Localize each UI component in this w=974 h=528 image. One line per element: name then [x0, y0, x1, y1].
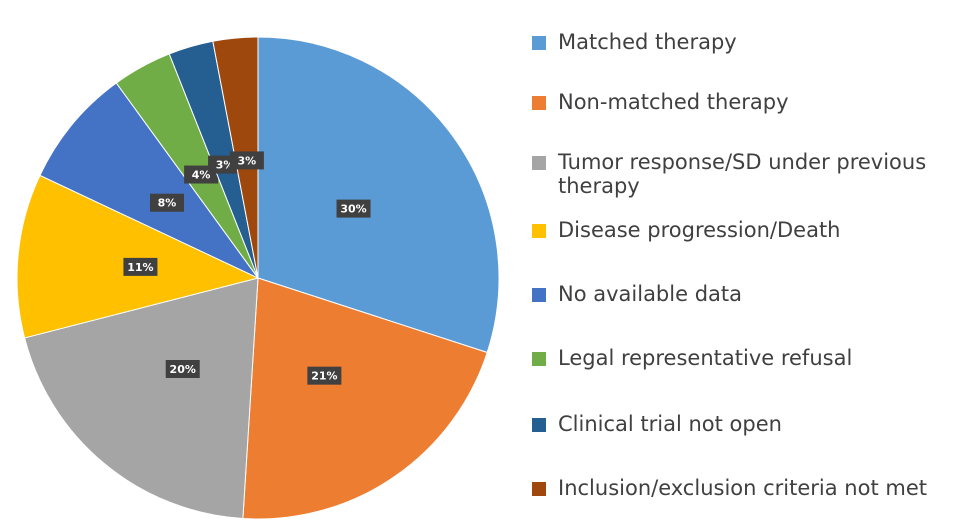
label-box — [165, 359, 200, 378]
legend-item: Tumor response/SD under previous therapy — [532, 150, 972, 198]
legend-item: No available data — [532, 282, 972, 306]
pie-slice — [257, 36, 500, 354]
legend-item: Disease progression/Death — [532, 218, 972, 242]
legend-swatch — [532, 224, 546, 238]
legend-swatch — [532, 96, 546, 110]
legend-swatch — [532, 352, 546, 366]
legend-swatch — [532, 156, 546, 170]
legend-label: Inclusion/exclusion criteria not met — [558, 476, 927, 500]
value-label: 8% — [158, 197, 177, 210]
legend-item: Matched therapy — [532, 30, 972, 54]
pie: 30% 21% 20% 11% 8% 4% 3% 3% — [16, 36, 500, 520]
legend-item: Legal representative refusal — [532, 346, 972, 370]
pie-slice — [23, 277, 259, 520]
legend-label: Non-matched therapy — [558, 90, 789, 114]
pie-slice — [242, 277, 488, 520]
value-label: 3% — [238, 154, 257, 167]
value-label: 3% — [216, 159, 235, 172]
pie-slice — [39, 82, 259, 279]
legend-swatch — [532, 288, 546, 302]
pie-slice — [16, 174, 260, 339]
value-label: 21% — [311, 370, 337, 383]
label-box — [336, 199, 371, 218]
value-label: 20% — [170, 363, 196, 376]
legend-swatch — [532, 482, 546, 496]
value-label: 30% — [340, 203, 366, 216]
legend-label: Matched therapy — [558, 30, 737, 54]
value-label: 11% — [127, 261, 153, 274]
legend-item: Clinical trial not open — [532, 412, 972, 436]
legend-label: Clinical trial not open — [558, 412, 782, 436]
legend-item: Inclusion/exclusion criteria not met — [532, 476, 972, 500]
value-label: 4% — [192, 169, 211, 182]
legend-label: No available data — [558, 282, 742, 306]
label-box — [229, 151, 264, 170]
legend-label: Tumor response/SD under previous therapy — [558, 150, 927, 198]
label-box — [150, 193, 185, 212]
legend-label: Legal representative refusal — [558, 346, 853, 370]
legend-item: Non-matched therapy — [532, 90, 972, 114]
legend-swatch — [532, 36, 546, 50]
legend-label: Disease progression/Death — [558, 218, 841, 242]
legend-swatch — [532, 418, 546, 432]
label-box — [123, 257, 158, 276]
label-box — [307, 366, 342, 385]
